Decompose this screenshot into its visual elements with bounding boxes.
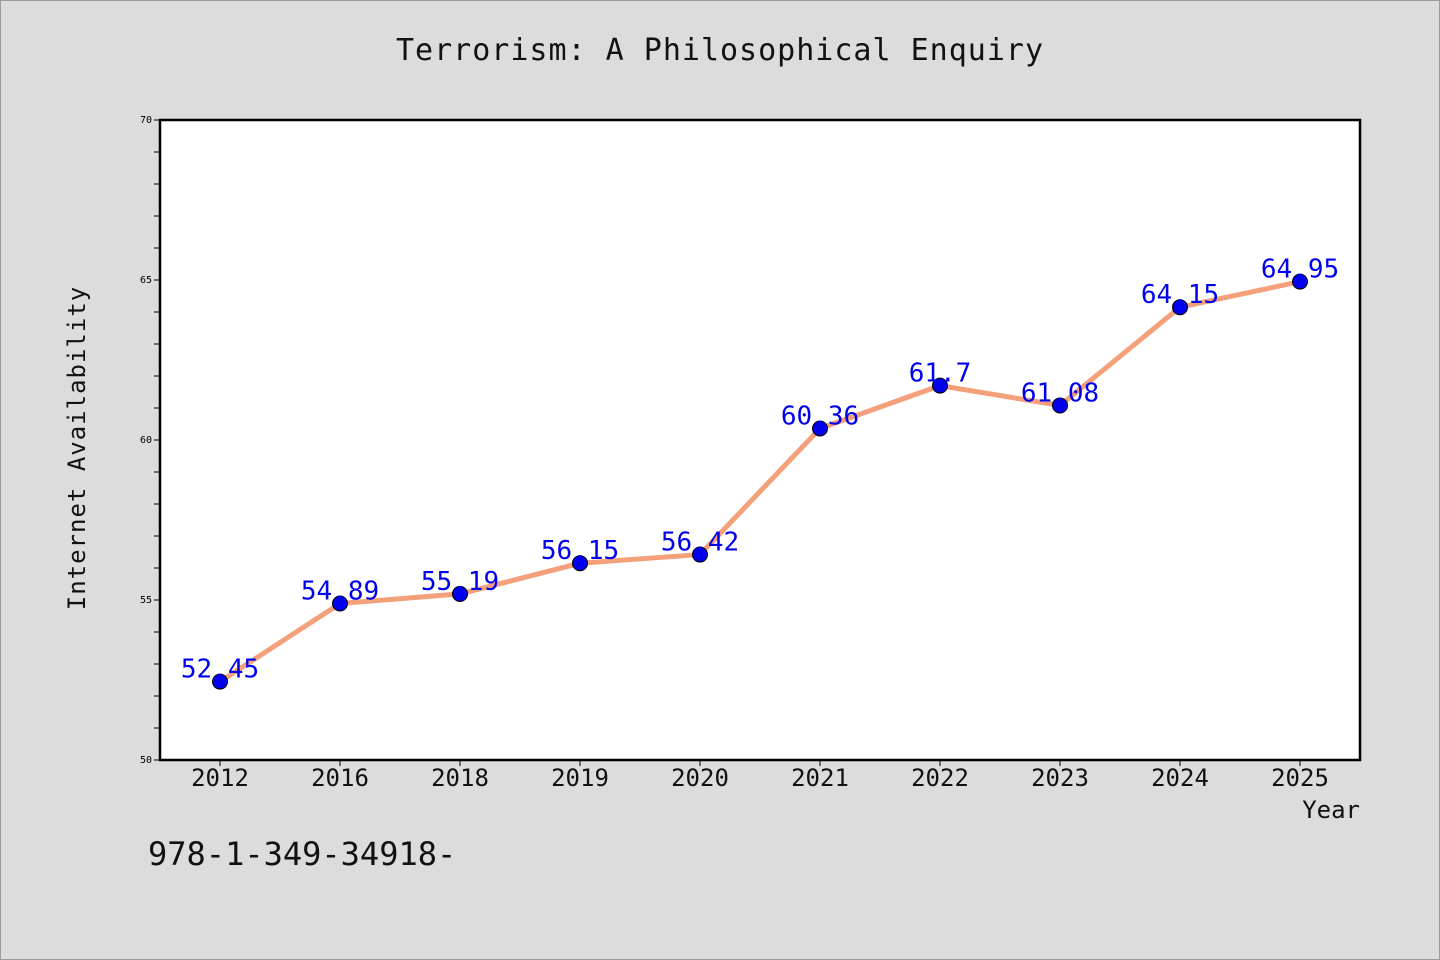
x-tick-label: 2025 [1271, 764, 1329, 792]
x-tick-label: 2023 [1031, 764, 1089, 792]
x-axis: 2012 2016 2018 2019 2020 2021 2022 2023 2024 2025 [191, 760, 1329, 792]
chart-title: Terrorism: A Philosophical Enquiry [395, 33, 1045, 68]
data-point [1292, 273, 1308, 290]
y-tick-label: 65 [140, 275, 152, 286]
data-label: 56.15 [541, 536, 619, 566]
y-tick-label: 50 [140, 755, 152, 766]
data-label: 56.42 [661, 528, 739, 558]
data-point [1052, 397, 1068, 414]
data-point [692, 546, 708, 563]
x-tick-label: 2019 [551, 764, 609, 792]
data-point [452, 585, 468, 602]
y-tick-label: 70 [140, 115, 152, 126]
plot-area [158, 118, 1362, 762]
data-label: 55.19 [421, 567, 499, 597]
data-point [932, 377, 948, 394]
y-axis: 50 55 60 65 70 [140, 115, 160, 766]
y-tick-label: 55 [140, 595, 152, 606]
x-axis-label: Year [1302, 796, 1360, 824]
y-tick-label: 60 [140, 435, 152, 446]
data-point [812, 420, 828, 437]
data-point [1172, 299, 1188, 316]
x-tick-label: 2020 [671, 764, 729, 792]
x-tick-label: 2021 [791, 764, 849, 792]
data-label: 61.7 [909, 359, 972, 389]
footer-isbn-text: 978-1-349-34918- [148, 835, 457, 873]
data-label: 54.89 [301, 577, 379, 607]
x-tick-label: 2016 [311, 764, 369, 792]
x-tick-label: 2022 [911, 764, 969, 792]
data-label: 64.95 [1261, 255, 1339, 285]
data-label: 64.15 [1141, 280, 1219, 310]
data-point [212, 673, 228, 690]
x-tick-label: 2012 [191, 764, 249, 792]
series-line [217, 279, 1303, 685]
data-label: 60.36 [781, 401, 859, 431]
x-tick-label: 2018 [431, 764, 489, 792]
data-point [332, 595, 348, 612]
data-label: 52.45 [181, 655, 259, 685]
x-tick-label: 2024 [1151, 764, 1209, 792]
series-group: 52.45 54.89 55.19 56.15 56.42 60.36 61.7 61.08 6… [181, 255, 1339, 690]
data-label: 61.08 [1021, 378, 1099, 408]
data-point [572, 555, 588, 572]
